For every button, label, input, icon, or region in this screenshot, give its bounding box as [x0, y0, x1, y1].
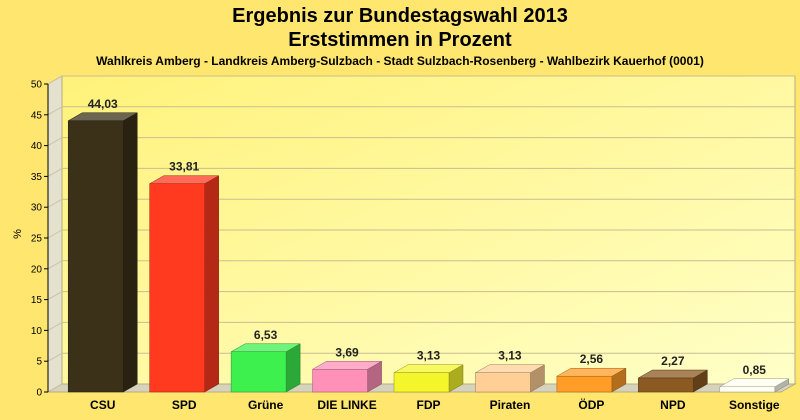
bar-spd: [148, 175, 220, 393]
x-category-label: NPD: [660, 398, 686, 412]
side-gridline: [47, 321, 63, 331]
side-gridline: [47, 383, 63, 393]
side-gridline: [47, 229, 63, 239]
bar-front: [312, 369, 368, 393]
bar-ödp: [555, 367, 627, 393]
side-gridline: [47, 198, 63, 208]
bar-piraten: [474, 364, 546, 393]
x-category-label: ÖDP: [578, 397, 604, 412]
bar-front: [393, 372, 450, 393]
y-tick-label: 5: [36, 357, 42, 368]
bar-csu: [67, 112, 139, 393]
x-category-label: FDP: [417, 398, 441, 412]
y-tick-label: 50: [31, 80, 43, 91]
bar-value-label: 0,85: [743, 363, 767, 377]
side-gridline: [47, 75, 63, 85]
bar-value-label: 6,53: [254, 328, 278, 342]
bar-front: [149, 183, 205, 393]
x-category-label: Sonstige: [729, 398, 780, 412]
bar-sonstige: [718, 378, 790, 393]
bar-front: [556, 375, 613, 393]
y-tick-label: 40: [31, 141, 43, 152]
y-axis-label: %: [12, 229, 24, 239]
y-tick-label: 30: [31, 203, 43, 214]
bars-group: [67, 112, 790, 393]
bar-value-label: 2,56: [580, 352, 604, 366]
side-gridline: [47, 137, 63, 147]
bar-fdp: [393, 364, 464, 393]
chart-title: Ergebnis zur Bundestagswahl 2013: [232, 5, 568, 27]
bar-value-label: 3,13: [498, 349, 522, 363]
chart-title-line-2: Erststimmen in Prozent: [288, 29, 512, 51]
side-gridline: [47, 167, 63, 177]
bar-value-label: 3,69: [335, 345, 359, 359]
bar-grüne: [230, 343, 302, 393]
side-gridline: [47, 352, 63, 362]
chart-subtitle: Wahlkreis Amberg - Landkreis Amberg-Sulz…: [96, 54, 704, 68]
bar-value-label: 2,27: [661, 354, 685, 368]
y-tick-label: 20: [31, 264, 43, 275]
bar-front: [230, 351, 287, 393]
y-tick-label: 45: [31, 110, 43, 121]
y-tick-label: 10: [31, 326, 43, 337]
y-tick-label: 25: [31, 234, 43, 245]
side-gridline: [47, 260, 63, 270]
x-category-label: Grüne: [248, 398, 284, 412]
bar-value-label: 44,03: [88, 97, 118, 111]
labels-group: 0 5 10 15 20 25 30 35 40 45 50 44,03 CSU 33,81 SPD 6,53…: [31, 80, 780, 413]
bar-front: [67, 120, 124, 393]
x-category-label: CSU: [90, 398, 115, 412]
bar-side: [285, 343, 301, 393]
x-category-label: DIE LINKE: [317, 398, 376, 412]
y-tick-label: 0: [36, 388, 42, 399]
side-gridline: [47, 291, 63, 301]
bar-side: [122, 112, 138, 393]
bar-npd: [637, 369, 709, 393]
y-tick-label: 15: [31, 295, 43, 306]
y-tick-label: 35: [31, 172, 43, 183]
bar-die-linke: [311, 360, 383, 393]
side-gridline: [47, 106, 63, 116]
bar-front: [719, 386, 776, 393]
x-category-label: Piraten: [490, 398, 531, 412]
bar-side: [204, 175, 219, 393]
x-category-label: SPD: [172, 398, 197, 412]
bar-front: [475, 372, 531, 393]
bar-value-label: 3,13: [417, 349, 441, 363]
bar-value-label: 33,81: [169, 160, 199, 174]
bar-front: [638, 377, 694, 393]
